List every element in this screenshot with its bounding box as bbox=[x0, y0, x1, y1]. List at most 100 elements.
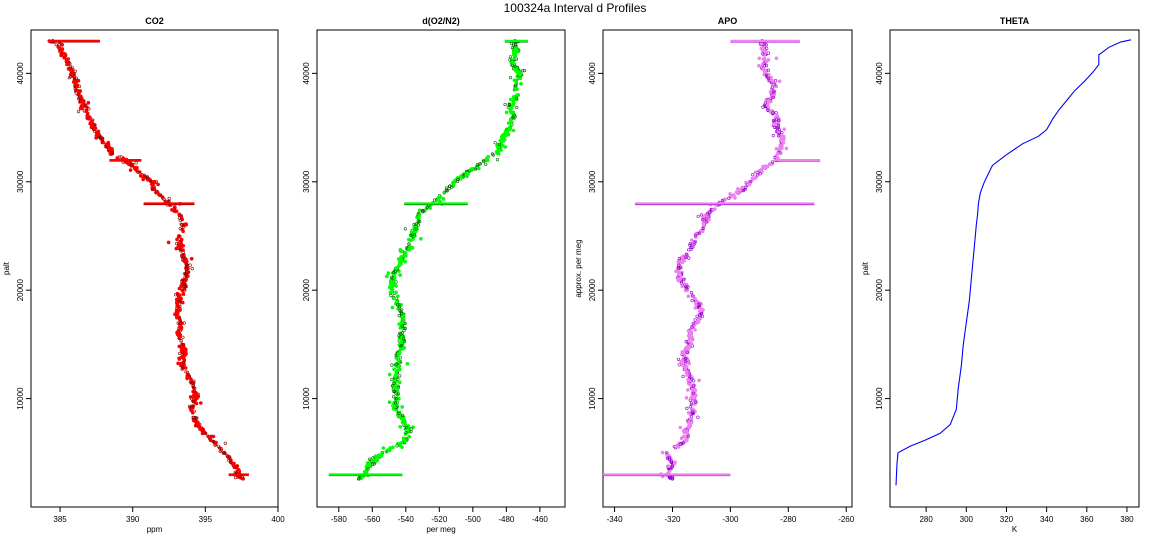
data-point bbox=[781, 134, 786, 139]
data-point bbox=[683, 357, 687, 362]
data-point bbox=[393, 390, 397, 394]
data-point bbox=[191, 415, 195, 420]
data-point bbox=[686, 434, 691, 438]
data-point bbox=[780, 131, 784, 135]
data-point bbox=[684, 345, 689, 350]
data-point bbox=[229, 460, 233, 465]
data-point bbox=[398, 356, 403, 360]
data-point bbox=[498, 138, 503, 143]
data-point bbox=[497, 142, 502, 147]
x-tick-label: 340 bbox=[1040, 515, 1054, 524]
data-point bbox=[685, 406, 689, 411]
data-point bbox=[681, 374, 685, 379]
x-tick-label: 360 bbox=[1080, 515, 1094, 524]
data-point bbox=[177, 286, 182, 291]
data-point bbox=[682, 278, 686, 282]
data-point bbox=[681, 441, 685, 445]
data-point bbox=[753, 176, 758, 180]
data-layer bbox=[47, 39, 249, 481]
data-point bbox=[180, 355, 184, 360]
data-point bbox=[669, 460, 674, 465]
data-point bbox=[184, 278, 188, 283]
data-point bbox=[770, 160, 775, 164]
data-point bbox=[394, 363, 398, 367]
data-point bbox=[175, 242, 179, 246]
data-point bbox=[780, 145, 784, 150]
data-point bbox=[510, 41, 514, 46]
data-point bbox=[766, 68, 771, 72]
data-point bbox=[186, 274, 190, 278]
data-point bbox=[509, 75, 513, 80]
data-point bbox=[775, 151, 780, 156]
x-tick-label: 280 bbox=[919, 515, 933, 524]
data-point bbox=[508, 97, 513, 102]
data-point bbox=[688, 421, 692, 426]
data-point bbox=[141, 177, 145, 182]
data-point bbox=[484, 162, 488, 166]
data-point bbox=[409, 230, 414, 234]
data-point bbox=[469, 167, 474, 171]
data-point bbox=[156, 190, 160, 195]
data-point bbox=[665, 456, 670, 460]
data-layer bbox=[328, 39, 529, 481]
data-point bbox=[409, 430, 413, 434]
data-point bbox=[777, 79, 782, 84]
data-point bbox=[216, 444, 221, 448]
data-point bbox=[401, 346, 406, 350]
y-axis-label: palt bbox=[861, 261, 870, 275]
data-point bbox=[456, 177, 460, 182]
data-point bbox=[511, 60, 515, 65]
data-point bbox=[695, 314, 699, 318]
data-point bbox=[473, 167, 477, 171]
data-point bbox=[390, 363, 394, 367]
data-point bbox=[69, 72, 73, 77]
data-point bbox=[421, 210, 425, 214]
data-point bbox=[684, 340, 688, 344]
data-point bbox=[199, 401, 203, 405]
data-point bbox=[438, 195, 443, 199]
data-point bbox=[134, 161, 138, 165]
data-point bbox=[381, 446, 386, 450]
data-point bbox=[720, 198, 725, 202]
data-point bbox=[396, 352, 401, 357]
x-tick-label: -480 bbox=[498, 515, 515, 524]
data-point bbox=[396, 392, 401, 396]
x-tick-label: 385 bbox=[53, 515, 67, 524]
data-point bbox=[461, 172, 465, 176]
y-tick-label: 40000 bbox=[16, 62, 25, 85]
data-point bbox=[701, 221, 706, 225]
data-point bbox=[398, 273, 403, 277]
data-point bbox=[486, 154, 491, 159]
data-point bbox=[692, 240, 696, 244]
data-point bbox=[393, 373, 398, 378]
y-axis-label: approx. per meg bbox=[574, 239, 583, 297]
data-point bbox=[764, 63, 769, 68]
data-point bbox=[391, 296, 396, 301]
data-point bbox=[181, 250, 185, 255]
data-point bbox=[699, 213, 704, 217]
data-point bbox=[407, 434, 412, 439]
data-point bbox=[761, 46, 765, 51]
data-point bbox=[189, 397, 193, 401]
data-point bbox=[691, 294, 695, 298]
plot-frame bbox=[889, 29, 1140, 508]
data-point bbox=[181, 229, 185, 233]
data-point bbox=[684, 252, 689, 256]
data-point bbox=[181, 300, 185, 305]
data-point bbox=[493, 141, 497, 145]
data-point bbox=[403, 227, 407, 231]
panel-0: CO2 385 390 395 400 10000 20000 30000 40000 ppm pa… bbox=[2, 16, 285, 534]
data-point bbox=[188, 263, 192, 267]
data-point bbox=[686, 410, 691, 415]
data-point bbox=[64, 57, 69, 62]
data-point bbox=[417, 208, 422, 213]
data-point bbox=[71, 80, 76, 84]
data-point bbox=[515, 69, 519, 73]
data-point bbox=[660, 450, 665, 455]
data-point bbox=[740, 185, 745, 190]
data-point bbox=[682, 258, 687, 263]
data-point bbox=[701, 226, 705, 230]
data-point bbox=[512, 113, 516, 117]
data-point bbox=[186, 372, 190, 377]
data-point bbox=[110, 151, 114, 155]
